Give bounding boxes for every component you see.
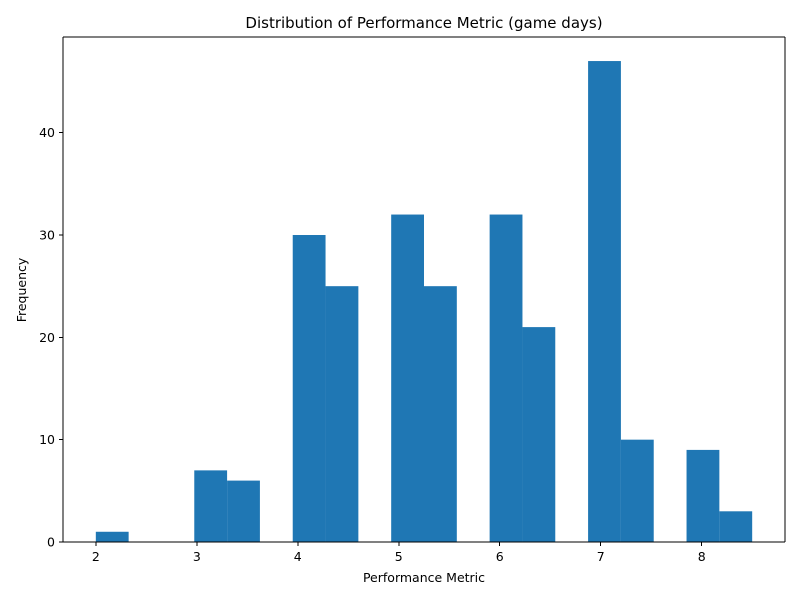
y-tick-label: 20: [39, 330, 55, 345]
axes-frame: [62, 36, 786, 543]
chart-title: Distribution of Performance Metric (game…: [245, 14, 602, 32]
histogram-bar: [325, 286, 359, 542]
histogram-bar: [686, 449, 720, 542]
histogram-bar: [292, 235, 326, 542]
histogram-bar: [489, 214, 523, 542]
histogram-bar: [194, 470, 228, 542]
y-axis-ticks: 0 10 20 30 40: [39, 125, 63, 550]
bars-layer: [95, 61, 753, 543]
x-tick-label: 2: [92, 549, 100, 564]
histogram-bar: [227, 480, 260, 542]
y-tick-label: 40: [39, 125, 55, 140]
histogram-bar: [391, 214, 424, 542]
x-tick-label: 5: [395, 549, 403, 564]
x-tick-label: 8: [698, 549, 706, 564]
x-tick-label: 6: [496, 549, 504, 564]
x-axis-label: Performance Metric: [363, 570, 485, 585]
x-tick-label: 7: [597, 549, 605, 564]
x-axis-ticks: 2 3 4 5 6 7 8: [92, 542, 706, 564]
histogram-bar: [588, 61, 621, 543]
histogram-bar: [522, 327, 556, 542]
x-tick-label: 4: [294, 549, 302, 564]
histogram-bar: [719, 511, 753, 542]
histogram-bar: [95, 531, 129, 542]
y-tick-label: 30: [39, 228, 55, 243]
histogram-bar: [424, 286, 457, 542]
histogram-bar: [620, 439, 654, 542]
x-tick-label: 3: [193, 549, 201, 564]
y-axis-label: Frequency: [14, 257, 29, 322]
y-tick-label: 10: [39, 432, 55, 447]
y-tick-label: 0: [47, 535, 55, 550]
